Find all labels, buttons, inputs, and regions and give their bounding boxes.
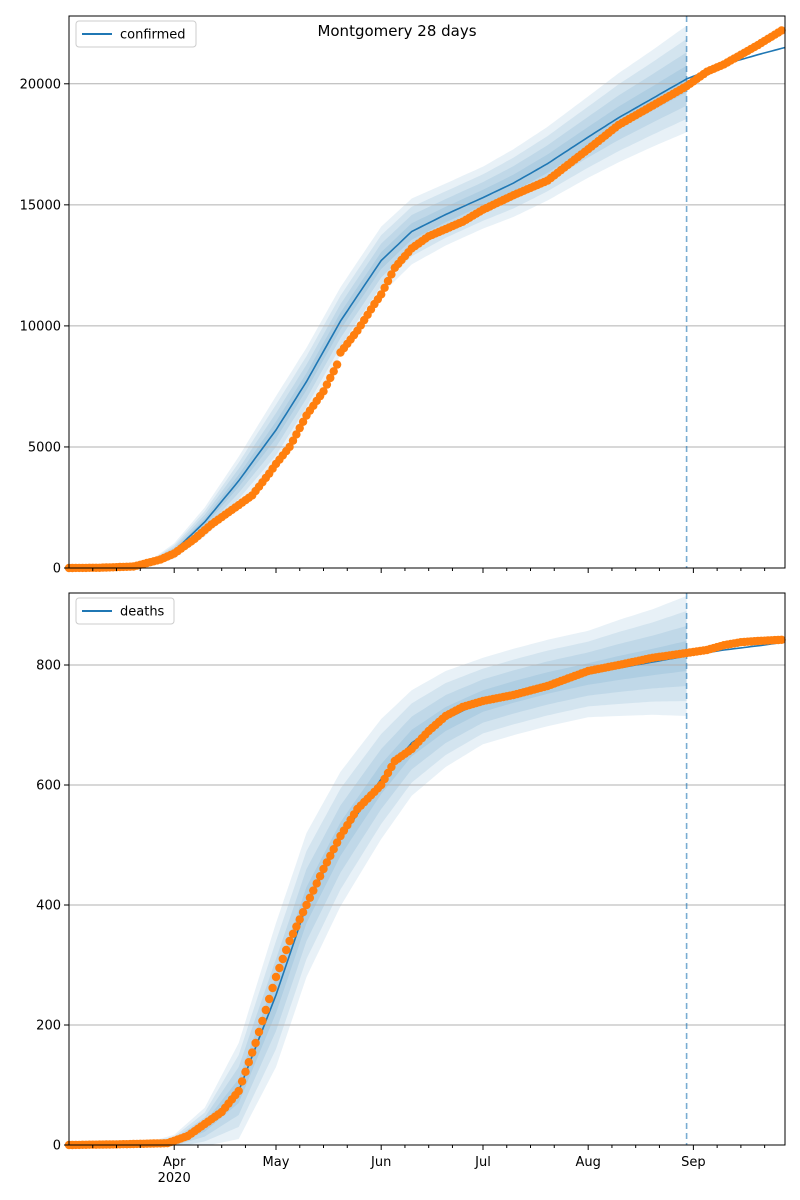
deaths-observed-point <box>248 1048 257 1057</box>
deaths-observed-point <box>258 1016 267 1026</box>
deaths-band-0 <box>69 596 687 1145</box>
confirmed-axes-frame <box>68 15 786 569</box>
deaths-axes-frame <box>68 592 786 1146</box>
confirmed-observed-point <box>777 26 786 35</box>
confirmed-y-ticks: 0 5000 10000 15000 20000 <box>20 77 69 577</box>
x-tick-label-apr: Apr <box>163 1155 186 1170</box>
deaths-observed-point <box>288 929 298 938</box>
deaths-y-tick-label: 400 <box>36 899 61 914</box>
deaths-observed-point <box>305 893 315 902</box>
deaths-legend-box <box>75 597 175 625</box>
deaths-observed-point <box>244 1058 253 1067</box>
confirmed-band-1 <box>69 39 687 568</box>
deaths-observed-point <box>292 922 301 931</box>
confirmed-legend-label: confirmed <box>120 28 186 43</box>
deaths-observed-point <box>302 900 311 910</box>
deaths-observed-point <box>326 851 335 860</box>
deaths-observed-point <box>278 954 287 964</box>
deaths-y-tick-label: 800 <box>36 659 61 674</box>
x-tick-label-sep: Sep <box>681 1155 706 1170</box>
confirmed-panel: 0 5000 10000 15000 20000 confirmed <box>20 15 786 577</box>
deaths-observed-point <box>261 1005 270 1015</box>
deaths-observed-point <box>271 972 281 982</box>
confirmed-observed-point <box>329 367 338 376</box>
confirmed-y-tick-label: 15000 <box>20 198 61 213</box>
deaths-y-ticks: 0 200 400 600 800 <box>36 659 69 1154</box>
deaths-observed-point <box>265 994 274 1004</box>
x-tick-label-jul: Jul <box>474 1155 491 1170</box>
confirmed-observed-point <box>383 276 393 286</box>
deaths-observed-point <box>254 1027 264 1037</box>
confirmed-observed-point <box>380 283 389 292</box>
confirmed-legend-box <box>75 20 197 48</box>
confirmed-y-tick-label: 5000 <box>28 440 61 455</box>
deaths-band-2 <box>69 626 687 1145</box>
deaths-observed-point <box>332 838 342 847</box>
deaths-observed-point <box>251 1038 260 1048</box>
x-tick-label-jun: Jun <box>370 1155 391 1170</box>
confirmed-observed-point <box>332 360 342 369</box>
confirmed-band-3 <box>69 65 687 568</box>
confirmed-observed-point <box>387 270 396 279</box>
deaths-observed-point <box>285 936 294 946</box>
confirmed-y-tick-label: 10000 <box>20 319 61 334</box>
confirmed-observed-point <box>285 442 294 452</box>
deaths-observed-point <box>312 879 321 888</box>
confirmed-y-tick-label: 20000 <box>20 77 61 92</box>
deaths-uncertainty-bands <box>69 596 687 1145</box>
deaths-observed-point <box>241 1067 250 1077</box>
deaths-observed-point <box>777 635 786 644</box>
deaths-observed-point <box>298 908 308 917</box>
deaths-observed-point <box>309 886 318 895</box>
figure-title: Montgomery 28 days <box>317 22 476 40</box>
confirmed-grid <box>69 83 785 448</box>
deaths-y-tick-label: 200 <box>36 1019 61 1034</box>
deaths-y-tick-label: 600 <box>36 779 61 794</box>
deaths-y-tick-label: 0 <box>53 1139 61 1154</box>
deaths-observed-point <box>237 1077 247 1086</box>
confirmed-observed-point <box>288 436 298 445</box>
confirmed-observed-point <box>326 373 335 383</box>
confirmed-model-layer <box>69 16 786 569</box>
confirmed-observed-point <box>295 423 304 433</box>
confirmed-observed-point <box>377 290 386 299</box>
deaths-grid <box>69 664 785 1026</box>
confirmed-x-ticks <box>92 568 766 573</box>
x-tick-label-aug: Aug <box>575 1155 600 1170</box>
x-tick-label-may: May <box>263 1155 290 1170</box>
confirmed-observed-point <box>292 430 301 439</box>
confirmed-model-line <box>69 46 786 569</box>
deaths-observed-point <box>319 864 328 874</box>
deaths-observed-point <box>275 963 284 973</box>
deaths-legend: deaths <box>75 597 175 625</box>
x-tick-year-label: 2020 <box>158 1171 191 1186</box>
confirmed-observed-point <box>322 380 332 389</box>
deaths-observed-point <box>295 915 304 924</box>
deaths-observed-point <box>322 858 332 867</box>
deaths-observed-point <box>329 845 338 854</box>
confirmed-y-tick-label: 0 <box>53 562 61 577</box>
confirmed-band-2 <box>69 52 687 569</box>
confirmed-observed-point <box>298 417 308 426</box>
deaths-legend-label: deaths <box>120 605 165 620</box>
confirmed-legend: confirmed <box>75 20 197 48</box>
deaths-observed-point <box>315 872 325 881</box>
deaths-observed-point <box>268 983 277 993</box>
deaths-observed-point <box>282 945 291 955</box>
deaths-observed-point <box>234 1086 243 1096</box>
confirmed-observed-point <box>319 387 328 396</box>
